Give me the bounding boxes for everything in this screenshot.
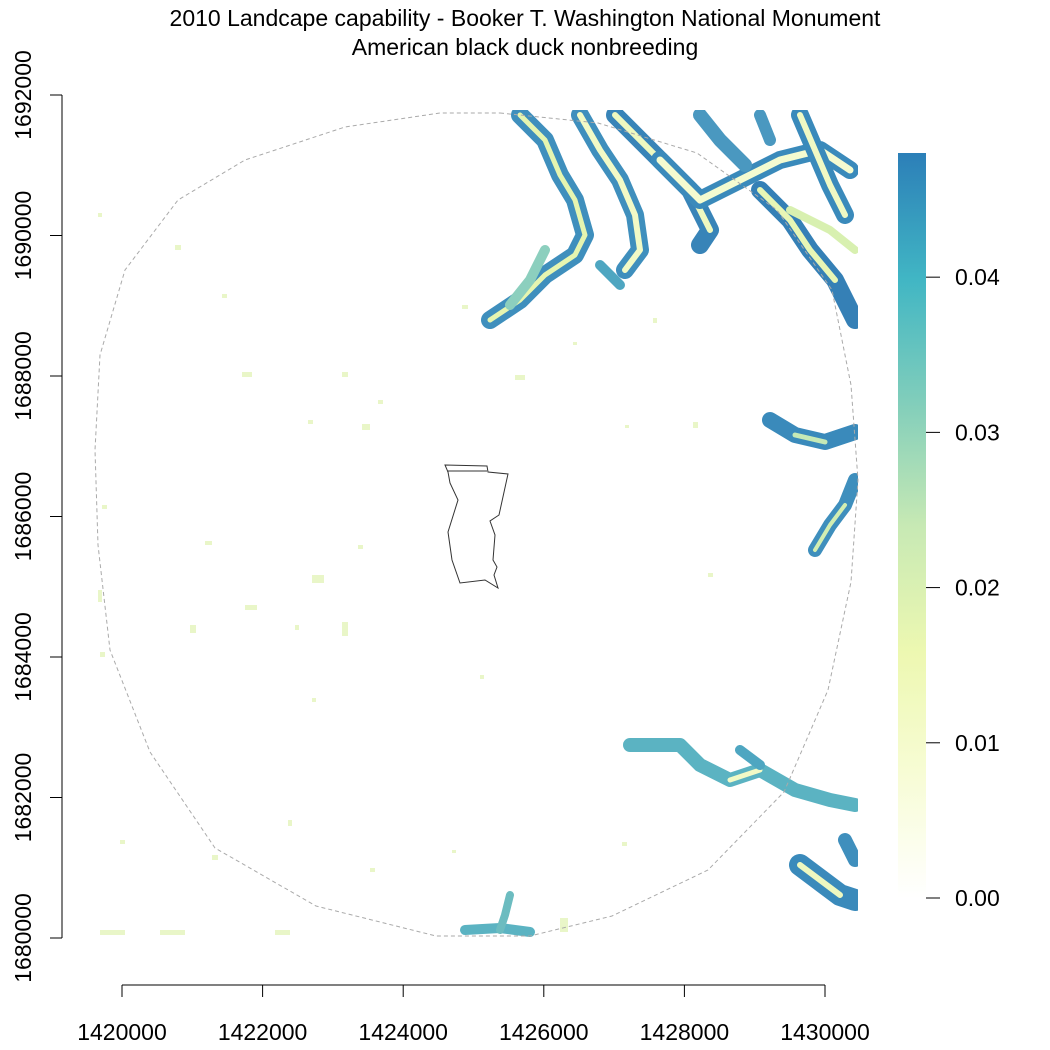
- title-line-2: American black duck nonbreeding: [351, 34, 699, 60]
- y-tick-label: 1682000: [10, 753, 36, 843]
- figure-title: 2010 Landcape capability - Booker T. Was…: [0, 4, 1050, 62]
- buffer-outline: [94, 112, 859, 937]
- x-axis: 1420000 1422000 1424000 1426000 1428000 14300…: [77, 984, 870, 1045]
- y-tick-label: 1680000: [10, 893, 36, 983]
- raster-northeast-drainages: [481, 110, 858, 329]
- x-tick-label: 1422000: [218, 1019, 308, 1045]
- legend-tick-label: 0.01: [955, 730, 1000, 756]
- x-tick-label: 1428000: [640, 1019, 730, 1045]
- x-axis-ticks: 1420000 1422000 1424000 1426000 1428000 14300…: [77, 985, 870, 1045]
- y-axis-ticks: 1680000 1682000 1684000 1686000 1688000 16900…: [10, 50, 62, 983]
- habitat-raster: [98, 110, 858, 937]
- y-tick-label: 1692000: [10, 50, 36, 140]
- raster-east-drainages: [762, 412, 858, 557]
- park-boundary: [444, 464, 509, 590]
- legend-tick-label: 0.03: [955, 419, 1000, 445]
- y-tick-label: 1684000: [10, 612, 36, 702]
- legend-tick-label: 0.02: [955, 575, 1000, 601]
- raster-south-drainage: [460, 891, 535, 937]
- x-tick-label: 1424000: [358, 1019, 448, 1045]
- raster-southeast-drainages: [623, 738, 858, 911]
- raster-scattered-patches: [98, 213, 713, 935]
- legend-ticks: 0.00 0.01 0.02 0.03 0.04: [926, 264, 1000, 911]
- y-tick-label: 1690000: [10, 191, 36, 281]
- x-tick-label: 1426000: [499, 1019, 589, 1045]
- legend-tick-label: 0.00: [955, 885, 1000, 911]
- y-axis: 1680000 1682000 1684000 1686000 1688000 16900…: [10, 50, 63, 983]
- legend-colorbar: [898, 153, 926, 898]
- x-tick-label: 1430000: [780, 1019, 870, 1045]
- y-tick-label: 1686000: [10, 472, 36, 562]
- x-tick-label: 1420000: [77, 1019, 167, 1045]
- title-line-1: 2010 Landcape capability - Booker T. Was…: [169, 5, 881, 31]
- legend: 0.00 0.01 0.02 0.03 0.04: [898, 153, 1000, 911]
- legend-tick-label: 0.04: [955, 264, 1000, 290]
- y-tick-label: 1688000: [10, 331, 36, 421]
- park-boundary-main: [444, 464, 509, 590]
